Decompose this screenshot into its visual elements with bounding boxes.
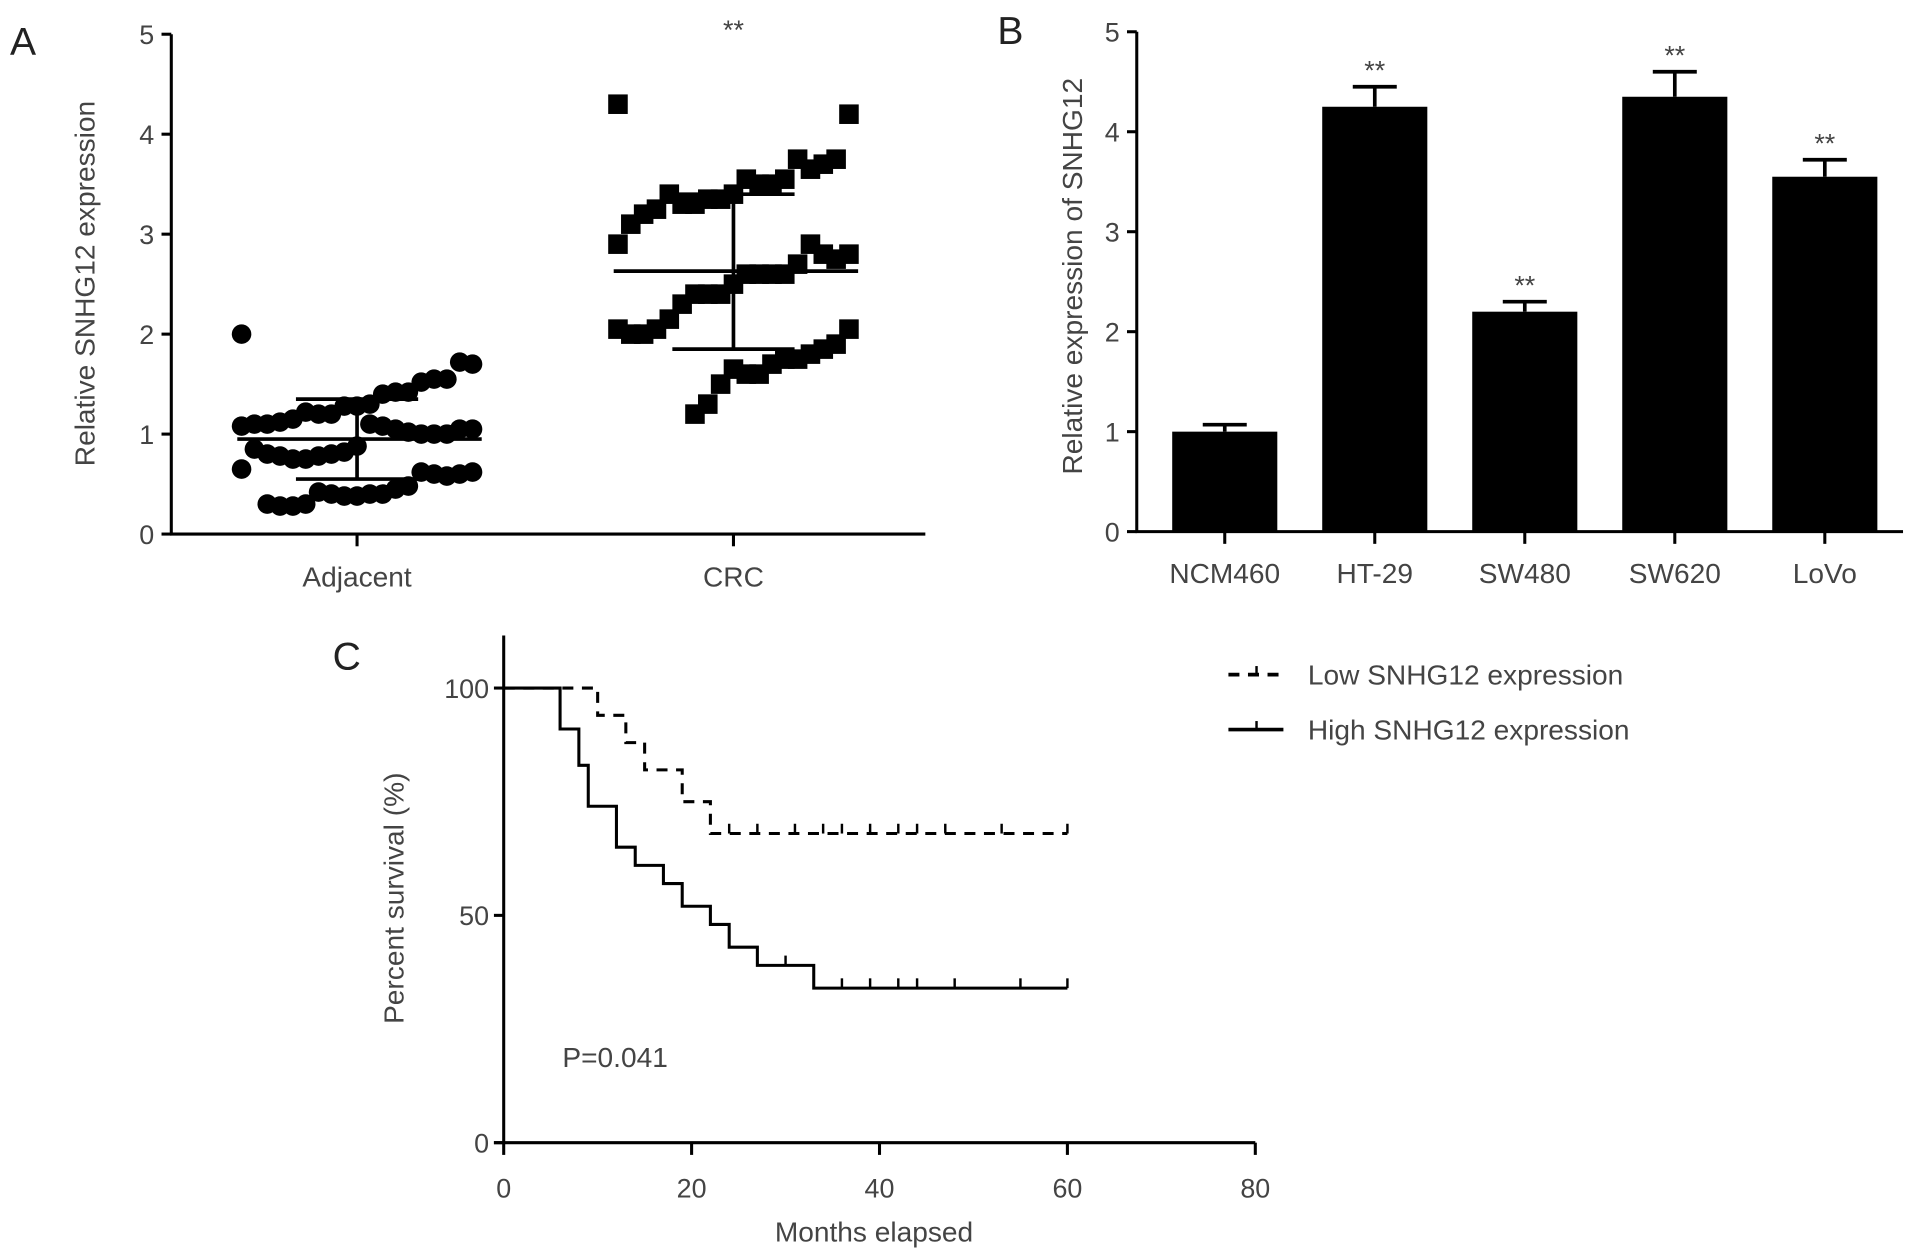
panel-a-y-tick-label: 5	[139, 20, 154, 50]
significance-marker: **	[1364, 55, 1385, 85]
panel-b-y-tick-label: 4	[1105, 118, 1120, 148]
panel-c-y-tick-label: 0	[474, 1128, 489, 1158]
panel-b-x-tick-label: SW480	[1479, 558, 1571, 589]
bar-sw620	[1622, 96, 1728, 532]
bar-lovo	[1772, 176, 1878, 532]
panel-a-x-tick-label: Adjacent	[302, 562, 412, 593]
panel-a-y-tick-label: 3	[139, 220, 154, 250]
data-point-adjacent	[449, 352, 470, 372]
panel-b-y-tick-label: 1	[1105, 417, 1120, 447]
data-point-adjacent	[231, 324, 252, 344]
p-value-annotation: P=0.041	[562, 1042, 667, 1073]
bar-ncm460	[1172, 431, 1278, 532]
data-point-crc	[787, 149, 808, 169]
data-point-crc	[621, 214, 641, 234]
data-point-crc	[659, 184, 680, 204]
data-point-crc	[608, 94, 628, 114]
panel-c-y-tick-label: 100	[444, 674, 489, 704]
data-point-adjacent	[231, 459, 252, 479]
panel-c-x-tick-label: 20	[677, 1174, 707, 1204]
panel-label-a: A	[10, 21, 36, 64]
panel-label-c: C	[333, 636, 361, 679]
panel-a-y-tick-label: 2	[139, 320, 154, 350]
data-point-crc	[710, 374, 731, 394]
panel-a-significance: **	[723, 15, 744, 45]
panel-c-ylabel: Percent survival (%)	[378, 773, 409, 1024]
survival-curve-high	[503, 686, 1068, 990]
data-point-crc	[608, 234, 628, 254]
panel-b-y-tick-label: 5	[1105, 18, 1120, 48]
panel-a-x-tick-label: CRC	[703, 562, 764, 593]
data-point-crc	[672, 294, 692, 314]
panel-c-y-tick-label: 50	[459, 901, 489, 931]
panel-b-y-tick-label: 3	[1105, 217, 1120, 247]
panel-a-y-tick-label: 1	[139, 420, 154, 450]
panel-a-y-tick-label: 4	[139, 120, 154, 150]
data-point-adjacent	[308, 482, 329, 502]
data-point-crc	[685, 404, 705, 424]
panel-c-x-tick-label: 80	[1240, 1174, 1270, 1204]
panel-a-scatter: Relative SNHG12 expression ** 0 1 2 3 4 5 Adja…	[69, 15, 926, 593]
panel-c-survival: Percent survival (%) Months elapsed P=0.…	[378, 635, 1630, 1248]
data-point-crc	[736, 169, 757, 189]
data-point-adjacent	[244, 439, 265, 459]
significance-marker: **	[1664, 40, 1685, 70]
data-point-adjacent	[360, 414, 380, 434]
panel-c-xlabel: Months elapsed	[775, 1217, 973, 1248]
data-point-adjacent	[411, 462, 431, 482]
panel-b-x-tick-label: LoVo	[1793, 558, 1857, 589]
survival-curve-low	[503, 686, 1068, 836]
panel-a-ylabel: Relative SNHG12 expression	[69, 101, 100, 466]
panel-a-y-tick-label: 0	[139, 520, 154, 550]
panel-b-y-tick-label: 2	[1105, 317, 1120, 347]
panel-b-x-tick-label: HT-29	[1337, 558, 1414, 589]
panel-b-x-tick-label: NCM460	[1169, 558, 1280, 589]
data-point-crc	[800, 234, 821, 254]
panel-b-bar: Relative expression of SNHG12 0 1 2 3 4 5 NCM4…	[1057, 18, 1904, 589]
legend-low-label: Low SNHG12 expression	[1308, 659, 1623, 690]
data-point-crc	[839, 104, 859, 124]
panel-b-ylabel: Relative expression of SNHG12	[1057, 78, 1088, 475]
data-point-crc	[723, 359, 744, 379]
bar-sw480	[1472, 311, 1578, 532]
panel-c-x-tick-label: 40	[865, 1174, 895, 1204]
data-point-crc	[839, 319, 859, 339]
legend-high-label: High SNHG12 expression	[1308, 714, 1630, 745]
data-point-adjacent	[231, 416, 252, 436]
panel-c-x-tick-label: 0	[496, 1174, 511, 1204]
panel-b-x-tick-label: SW620	[1629, 558, 1721, 589]
significance-marker: **	[1514, 270, 1535, 300]
data-point-adjacent	[257, 494, 278, 514]
bar-ht-29	[1322, 106, 1428, 532]
data-point-crc	[608, 319, 628, 339]
panel-c-x-tick-label: 60	[1052, 1174, 1082, 1204]
panel-b-y-tick-label: 0	[1105, 517, 1120, 547]
panel-label-b: B	[997, 10, 1023, 53]
significance-marker: **	[1814, 128, 1835, 158]
